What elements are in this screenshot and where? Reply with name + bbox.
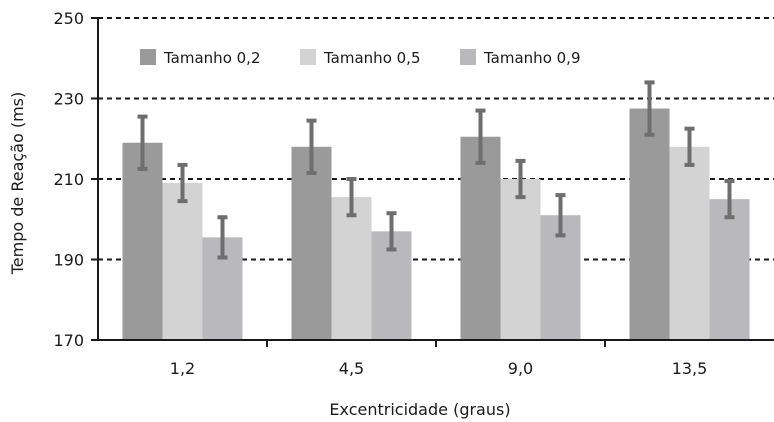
x-axis-title: Excentricidade (graus) — [329, 400, 510, 419]
legend-swatch — [460, 49, 476, 65]
x-tick-label: 1,2 — [170, 359, 195, 378]
legend-background — [128, 42, 628, 72]
error-bars — [137, 80, 735, 260]
x-tick-label: 9,0 — [508, 359, 533, 378]
y-tick-label: 230 — [53, 90, 84, 109]
bar — [669, 146, 710, 340]
x-tick-label: 4,5 — [339, 359, 364, 378]
bar — [500, 179, 541, 340]
y-tick-label: 210 — [53, 170, 84, 189]
axes: 170 190 210 230 250 1,2 4,5 9,0 13,5 — [53, 9, 774, 378]
y-axis-title: Tempo de Reação (ms) — [8, 92, 27, 276]
bars — [122, 108, 750, 340]
x-tick-label: 13,5 — [672, 359, 708, 378]
bar — [291, 146, 332, 340]
bar — [460, 136, 501, 340]
bar — [162, 183, 203, 340]
y-tick-label: 190 — [53, 251, 84, 270]
bar — [709, 199, 750, 340]
y-tick-label: 250 — [53, 9, 84, 28]
bar — [331, 197, 372, 340]
y-tick-label: 170 — [53, 331, 84, 350]
bar — [629, 108, 670, 340]
legend-swatch — [300, 49, 316, 65]
legend-label: Tamanho 0,5 — [323, 49, 421, 67]
legend-label: Tamanho 0,9 — [483, 49, 581, 67]
legend-swatch — [140, 49, 156, 65]
legend-label: Tamanho 0,2 — [163, 49, 261, 67]
bar — [122, 142, 163, 340]
legend: Tamanho 0,2 Tamanho 0,5 Tamanho 0,9 — [128, 42, 628, 72]
